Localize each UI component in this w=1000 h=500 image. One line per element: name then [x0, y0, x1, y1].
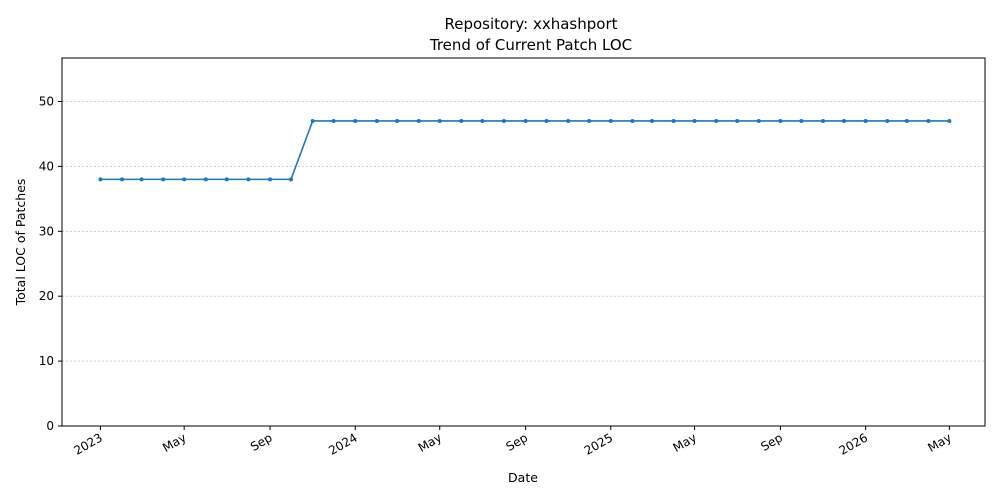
data-point: [904, 118, 909, 123]
x-axis-ticks: 2023 May Sep 2024 May Sep 2025 May Sep 2026 May: [71, 426, 954, 458]
data-point: [268, 177, 273, 182]
data-point: [161, 177, 166, 182]
data-point: [841, 118, 846, 123]
data-point: [501, 118, 506, 123]
y-tick-label: 30: [39, 224, 54, 238]
data-point: [630, 118, 635, 123]
y-tick-label: 50: [39, 94, 54, 108]
data-point: [310, 118, 315, 123]
data-point: [947, 118, 952, 123]
data-point: [756, 118, 761, 123]
data-point: [480, 118, 485, 123]
x-tick-label: 2025: [582, 430, 615, 457]
x-tick-label: Sep: [504, 430, 531, 453]
x-tick-label: 2026: [837, 430, 870, 457]
x-tick-label: May: [416, 430, 444, 455]
data-point: [778, 118, 783, 123]
x-tick-label: 2024: [326, 430, 359, 457]
data-point: [437, 118, 442, 123]
data-point: [885, 118, 890, 123]
data-point: [224, 177, 229, 182]
series-line: [100, 120, 950, 181]
grid-lines: [62, 101, 985, 362]
data-point: [587, 118, 592, 123]
data-point: [353, 118, 358, 123]
data-point: [331, 118, 336, 123]
data-point: [671, 118, 676, 123]
data-point: [246, 177, 251, 182]
data-point: [821, 118, 826, 123]
x-tick-label: 2023: [71, 430, 104, 457]
data-point: [799, 118, 804, 123]
data-point: [863, 118, 868, 123]
data-point: [139, 177, 144, 182]
y-tick-label: 0: [46, 419, 54, 433]
x-tick-label: Sep: [248, 430, 275, 453]
data-point: [692, 118, 697, 123]
data-point: [544, 118, 549, 123]
y-tick-label: 20: [39, 289, 54, 303]
x-tick-label: May: [671, 430, 699, 455]
data-point: [416, 118, 421, 123]
data-point: [374, 118, 379, 123]
chart-title: Repository: xxhashport: [444, 15, 617, 33]
data-point: [459, 118, 464, 123]
series-line-group: [98, 118, 952, 182]
plot-frame: [61, 57, 986, 427]
data-point: [523, 118, 528, 123]
data-point: [120, 177, 125, 182]
x-axis-label: Date: [508, 470, 538, 485]
data-point: [649, 118, 654, 123]
x-tick-label: May: [160, 430, 188, 455]
data-point: [566, 118, 571, 123]
x-tick-label: Sep: [758, 430, 785, 453]
data-point: [714, 118, 719, 123]
chart-subtitle: Trend of Current Patch LOC: [429, 36, 632, 54]
y-tick-label: 10: [39, 354, 54, 368]
data-point: [926, 118, 931, 123]
data-point: [203, 177, 208, 182]
data-point: [735, 118, 740, 123]
data-point: [608, 118, 613, 123]
data-point: [182, 177, 187, 182]
y-axis-label: Total LOC of Patches: [13, 179, 28, 307]
data-point: [98, 177, 103, 182]
x-tick-label: May: [925, 430, 953, 455]
data-point: [395, 118, 400, 123]
y-tick-label: 40: [39, 159, 54, 173]
y-axis-ticks: 0 10 20 30 40 50: [39, 94, 62, 433]
data-point: [289, 177, 294, 182]
